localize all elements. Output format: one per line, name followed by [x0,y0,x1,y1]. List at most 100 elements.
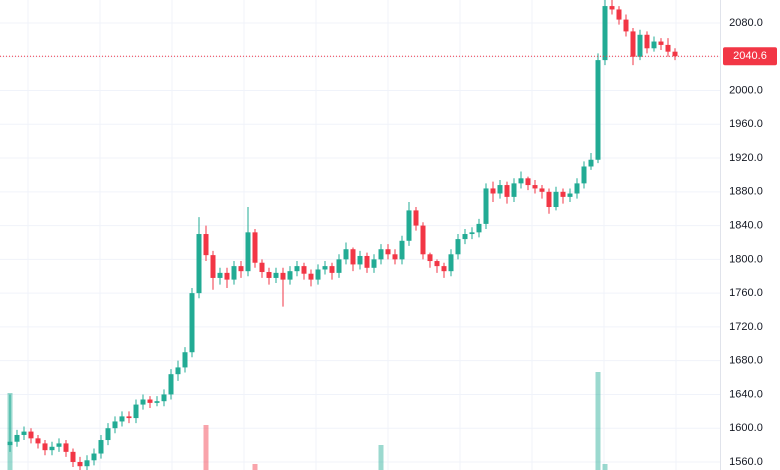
candle-body [399,240,405,260]
candle-body [462,234,468,240]
y-tick-label: 1680.0 [729,355,763,367]
candle-body [413,210,419,226]
candle-body [588,159,594,167]
candle-body [140,399,146,405]
candle-body [294,266,300,272]
candle-body [476,223,482,233]
y-tick-label: 1880.0 [729,186,763,198]
candle-body [77,461,83,467]
candle-body [287,271,293,280]
candle-body [203,234,209,256]
candle-body [308,273,314,280]
volume-bar [378,445,384,470]
candle-body [70,451,76,462]
candle-body [616,9,622,20]
candle-body [637,34,643,57]
candle-body [574,183,580,194]
last-price-box [723,47,777,66]
candle-body [28,431,34,439]
candle-body [581,166,587,184]
candle-body [175,367,181,375]
candle-body [196,234,202,294]
candle-body [238,266,244,272]
candle-body [665,44,671,52]
candle-body [385,249,391,255]
candle-body [539,188,545,192]
candle-body [21,431,27,435]
candle-body [301,266,307,274]
y-tick-label: 2000.0 [729,84,763,96]
candle-body [553,191,559,208]
candle-body [189,293,195,353]
candle-body [343,249,349,260]
candle-body [364,255,370,268]
candle-body [161,394,167,402]
candle-body [630,31,636,57]
candle-body [504,185,510,197]
y-tick-label: 1920.0 [729,152,763,164]
candle-body [532,185,538,189]
candle-body [49,446,55,451]
candle-body [154,401,160,403]
candle-body [168,374,174,395]
candle-body [329,266,335,273]
candle-body [378,249,384,260]
candle-body [546,191,552,208]
candle-body [217,272,223,278]
candle-body [63,443,69,452]
y-tick-label: 1720.0 [729,321,763,333]
volume-bar [252,464,258,470]
candle-body [210,255,216,278]
candle-body [231,266,237,280]
y-tick-label: 1960.0 [729,118,763,130]
candle-body [259,262,265,273]
candle-body [133,404,139,419]
candle-body [483,188,489,224]
candle-body [525,178,531,186]
volume-bar [595,372,601,470]
candle-body [315,269,321,280]
candle-body [350,249,356,265]
candle-body [105,428,111,441]
candle-body [245,232,251,272]
candle-body [273,272,279,278]
candle-body [280,272,286,280]
candle-body [567,193,573,197]
candle-body [560,191,566,197]
y-tick-label: 1760.0 [729,287,763,299]
y-tick-label: 2080.0 [729,17,763,29]
y-tick-label: 1640.0 [729,388,763,400]
candle-body [182,352,188,368]
candle-body [448,254,454,272]
candle-body [406,210,412,241]
candle-body [357,255,363,265]
candle-body [490,188,496,194]
candle-body [112,421,118,429]
candle-body [469,232,475,235]
candle-body [126,416,132,419]
candle-body [511,183,517,197]
candle-body [651,41,657,49]
candle-body [672,51,678,57]
y-tick-label: 1560.0 [729,456,763,468]
candle-body [595,60,601,160]
candle-body [441,266,447,272]
candle-body [497,185,503,194]
volume-bar [203,425,209,470]
candle-body [427,254,433,262]
candle-body [609,6,615,10]
candle-body [42,443,48,451]
candle-body [371,259,377,268]
candle-body [392,254,398,260]
candle-body [35,438,41,444]
candle-body [336,259,342,273]
candle-body [7,441,13,446]
candle-body [252,232,258,263]
candle-body [91,453,97,461]
candle-body [623,19,629,32]
candle-body [147,399,153,403]
candle-body [224,272,230,280]
candle-body [266,272,272,278]
candle-body [455,239,461,255]
